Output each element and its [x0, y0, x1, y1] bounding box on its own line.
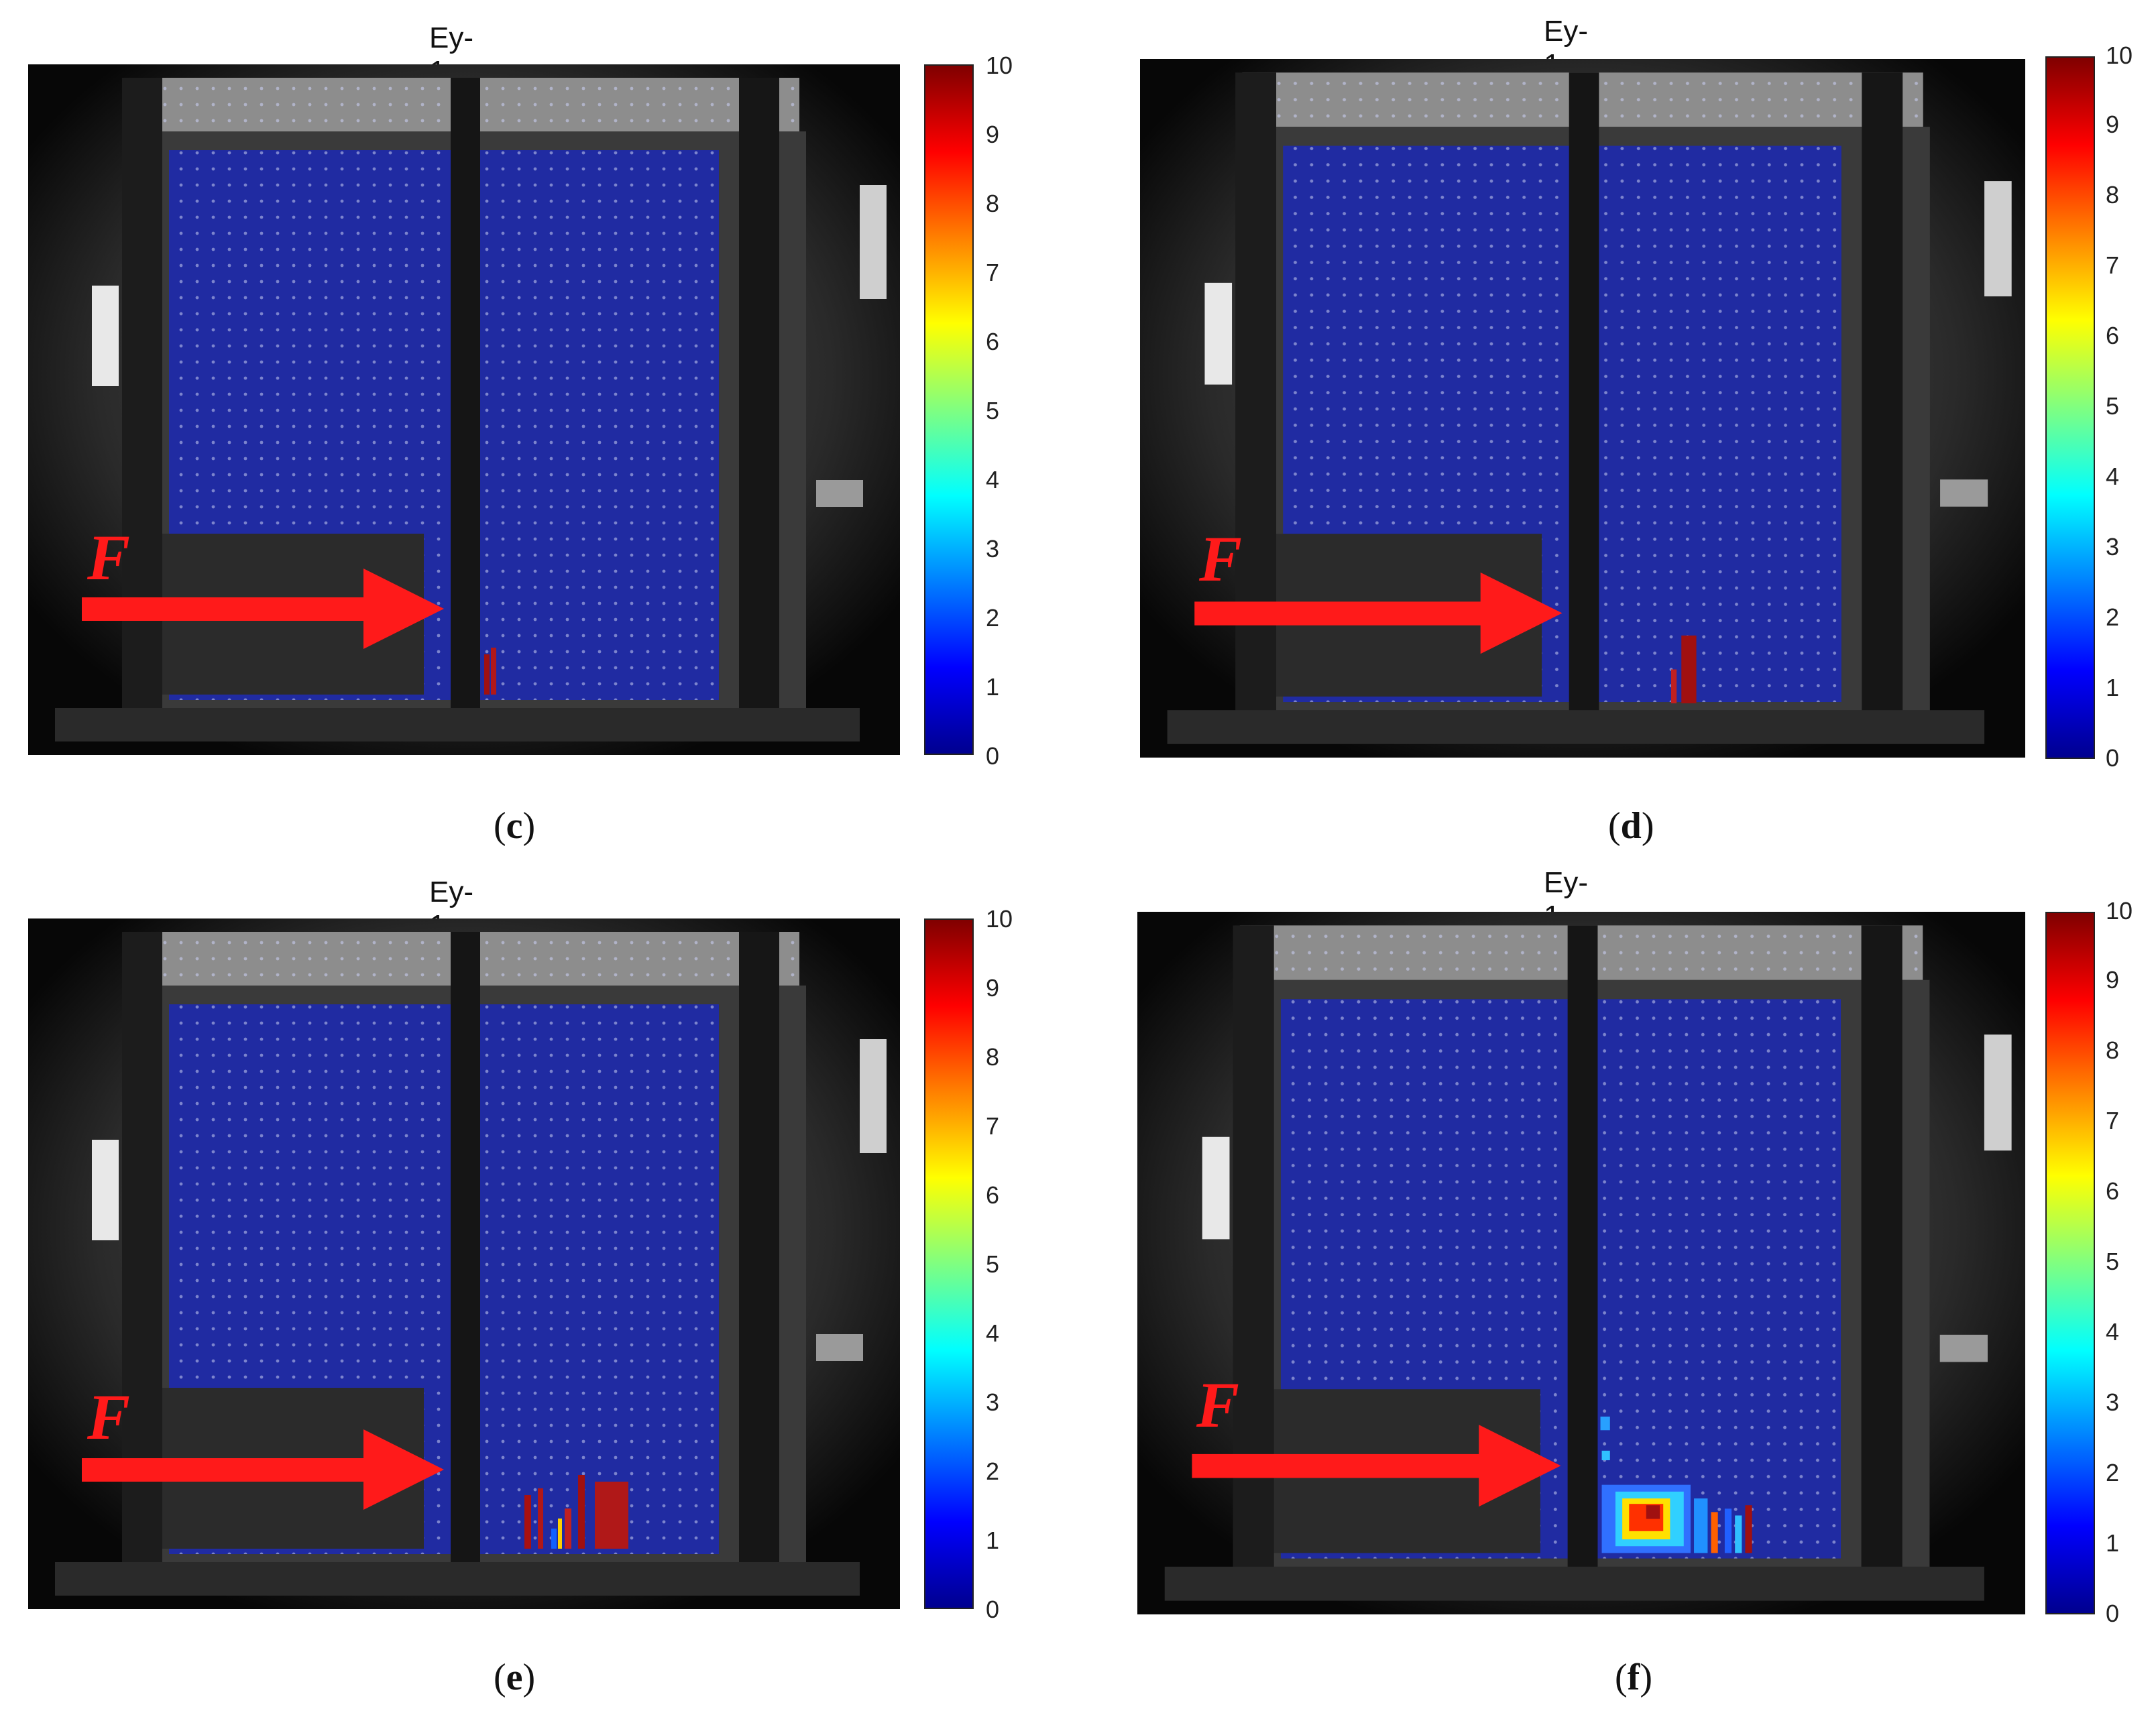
colorbar-tick: 10 [2106, 42, 2133, 69]
colorbar-tick: 3 [2106, 1388, 2120, 1416]
colorbar-tick: 3 [2106, 533, 2120, 560]
dic-photo: F [28, 64, 900, 755]
colorbar [2045, 56, 2095, 759]
force-arrow [1194, 572, 1563, 654]
colorbar-tick: 10 [986, 52, 1013, 79]
force-label: F [1199, 523, 1243, 595]
colorbar [924, 64, 974, 755]
dic-photo: F [1137, 912, 2025, 1614]
colorbar-tick: 8 [2106, 181, 2120, 209]
force-arrow [1192, 1425, 1561, 1507]
colorbar-tick: 6 [986, 1181, 1000, 1209]
panel-caption: (d) [1608, 805, 1654, 847]
colorbar-tick: 2 [2106, 1459, 2120, 1486]
colorbar-tick: 7 [986, 259, 1000, 286]
colorbar-tick: 8 [986, 1043, 1000, 1071]
colorbar-tick: 10 [986, 905, 1013, 933]
colorbar [2045, 912, 2095, 1614]
force-label: F [1196, 1369, 1240, 1441]
colorbar-tick: 4 [986, 466, 1000, 493]
colorbar-tick: 3 [986, 1388, 1000, 1416]
colorbar-tick: 4 [986, 1319, 1000, 1347]
colorbar-tick: 0 [2106, 1600, 2120, 1627]
force-label: F [87, 522, 131, 593]
colorbar-tick: 7 [986, 1112, 1000, 1140]
colorbar-tick: 10 [2106, 897, 2133, 925]
colorbar-tick: 5 [986, 1250, 1000, 1278]
colorbar-tick: 5 [2106, 392, 2120, 420]
colorbar-tick: 1 [2106, 674, 2120, 701]
colorbar-tick: 0 [986, 1596, 1000, 1623]
colorbar-tick: 8 [2106, 1036, 2120, 1064]
colorbar-tick: 9 [986, 121, 1000, 148]
colorbar-tick: 6 [986, 328, 1000, 355]
panel-caption: (e) [494, 1657, 536, 1698]
colorbar-tick: 4 [2106, 1318, 2120, 1346]
colorbar-tick: 7 [2106, 251, 2120, 279]
strain-hotspots [1671, 635, 1697, 704]
colorbar-tick: 1 [986, 1527, 1000, 1554]
strain-hotspots [484, 648, 496, 695]
colorbar-tick: 9 [986, 974, 1000, 1002]
colorbar [924, 918, 974, 1609]
colorbar-tick: 7 [2106, 1107, 2120, 1134]
colorbar-tick: 6 [2106, 1177, 2120, 1205]
panel-caption: (c) [494, 805, 536, 847]
panel-caption: (f) [1615, 1657, 1652, 1698]
colorbar-tick: 1 [986, 673, 1000, 701]
colorbar-tick: 9 [2106, 966, 2120, 994]
force-arrow [82, 1429, 444, 1510]
colorbar-tick: 8 [986, 190, 1000, 217]
colorbar-tick: 0 [2106, 744, 2120, 772]
colorbar-tick: 6 [2106, 322, 2120, 349]
colorbar-tick: 2 [986, 1458, 1000, 1485]
colorbar-tick: 1 [2106, 1529, 2120, 1557]
colorbar-tick: 2 [2106, 603, 2120, 631]
colorbar-tick: 5 [986, 397, 1000, 424]
colorbar-tick: 2 [986, 604, 1000, 632]
colorbar-tick: 3 [986, 535, 1000, 562]
force-arrow [82, 569, 444, 649]
strain-hotspots [1600, 1416, 1752, 1553]
dic-photo: F [28, 918, 900, 1609]
colorbar-tick: 5 [2106, 1248, 2120, 1275]
colorbar-tick: 4 [2106, 463, 2120, 490]
force-label: F [87, 1381, 131, 1453]
colorbar-tick: 0 [986, 742, 1000, 770]
colorbar-tick: 9 [2106, 111, 2120, 138]
strain-hotspots [524, 1475, 628, 1549]
dic-photo: F [1140, 59, 2025, 758]
